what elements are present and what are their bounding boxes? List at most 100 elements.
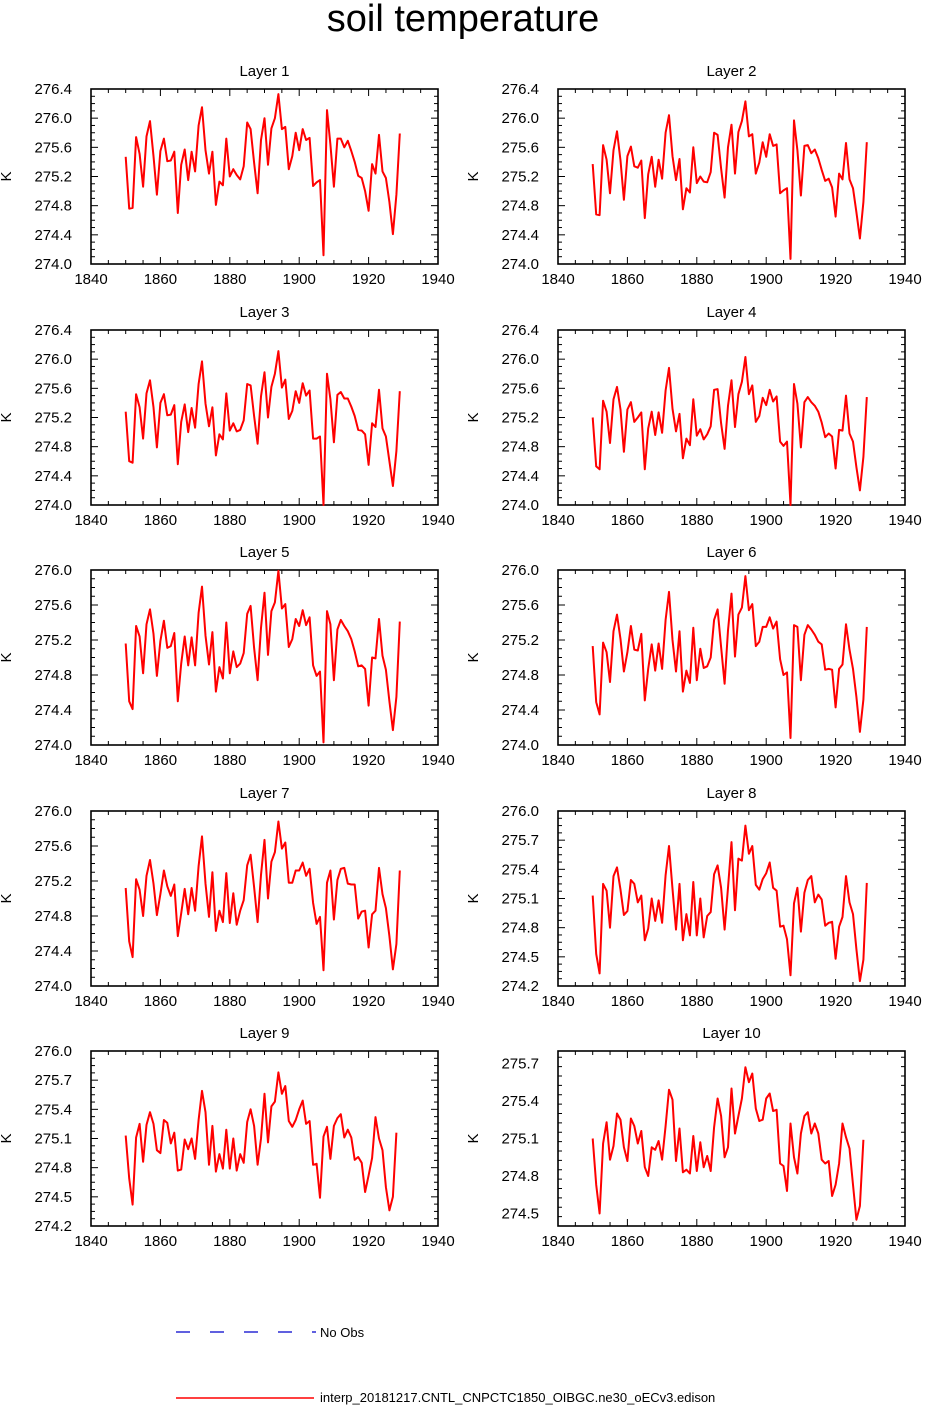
x-tick-label: 1880	[680, 271, 713, 288]
y-axis-label: K	[0, 893, 15, 903]
y-tick-label: 275.1	[34, 1131, 72, 1148]
plot-frame	[90, 329, 439, 506]
y-tick-label: 275.2	[34, 873, 72, 890]
x-tick-label: 1860	[611, 1233, 644, 1250]
series-line	[124, 350, 401, 506]
x-tick-label: 1900	[750, 271, 783, 288]
panel-title: Layer 10	[702, 1025, 760, 1042]
panel-layer-3: Layer 3 1840 1860 1880 1900 1920 1940 274.0 274.…	[0, 304, 455, 529]
x-tick-label: 1860	[611, 993, 644, 1010]
x-tick-label: 1920	[819, 1233, 852, 1250]
legend-obs-label: No Obs	[320, 1325, 365, 1340]
y-tick-label: 274.0	[501, 497, 539, 514]
x-tick-label: 1900	[283, 752, 316, 769]
panel-layer-8: Layer 8 1840 1860 1880 1900 1920 1940 274.2 274.…	[465, 785, 922, 1010]
panel-layer-2: Layer 2 1840 1860 1880 1900 1920 1940 274.0 274.…	[465, 63, 922, 288]
y-tick-label: 276.4	[501, 81, 539, 98]
y-tick-label: 274.8	[501, 920, 539, 937]
x-tick-label: 1940	[421, 271, 454, 288]
x-tick-label: 1900	[750, 993, 783, 1010]
y-tick-label: 276.0	[501, 803, 539, 820]
x-tick-label: 1840	[541, 1233, 574, 1250]
y-tick-label: 275.7	[34, 1072, 72, 1089]
plot-frame	[90, 1050, 439, 1227]
x-tick-label: 1860	[611, 752, 644, 769]
x-tick-label: 1880	[213, 271, 246, 288]
x-tick-label: 1880	[680, 993, 713, 1010]
panel-layer-10: Layer 10 1840 1860 1880 1900 1920 1940 274.5 274…	[465, 1025, 922, 1250]
x-tick-label: 1940	[421, 752, 454, 769]
y-tick-label: 274.4	[34, 943, 72, 960]
panel-title: Layer 2	[706, 63, 756, 80]
y-axis-label: K	[0, 652, 15, 662]
y-axis-label: K	[465, 652, 482, 662]
x-tick-label: 1920	[352, 752, 385, 769]
panel-layer-5: Layer 5 1840 1860 1880 1900 1920 1940 274.0 274.…	[0, 544, 455, 769]
panel-layer-7: Layer 7 1840 1860 1880 1900 1920 1940 274.0 274.…	[0, 785, 455, 1010]
x-tick-label: 1920	[819, 512, 852, 529]
y-axis-label: K	[465, 893, 482, 903]
y-tick-label: 275.6	[34, 838, 72, 855]
y-tick-label: 275.1	[501, 1131, 539, 1148]
x-tick-label: 1900	[283, 993, 316, 1010]
x-tick-label: 1900	[283, 512, 316, 529]
y-tick-label: 275.2	[501, 632, 539, 649]
y-tick-label: 274.8	[501, 1168, 539, 1185]
y-axis-label: K	[465, 1133, 482, 1143]
x-tick-label: 1900	[283, 1233, 316, 1250]
panel-layer-6: Layer 6 1840 1860 1880 1900 1920 1940 274.0 274.…	[465, 544, 922, 769]
x-tick-label: 1860	[144, 512, 177, 529]
series-line	[591, 1066, 865, 1221]
y-tick-label: 276.0	[34, 1043, 72, 1060]
x-tick-label: 1840	[541, 271, 574, 288]
y-tick-label: 275.4	[34, 1101, 72, 1118]
y-tick-label: 276.0	[501, 110, 539, 127]
x-tick-label: 1840	[74, 1233, 107, 1250]
y-axis-label: K	[0, 1133, 15, 1143]
series-line	[591, 356, 868, 506]
panel-title: Layer 3	[239, 304, 289, 321]
plot-frame	[557, 810, 906, 987]
x-tick-label: 1880	[213, 752, 246, 769]
y-tick-label: 275.4	[501, 1093, 539, 1110]
y-tick-label: 274.0	[501, 256, 539, 273]
x-tick-label: 1940	[421, 993, 454, 1010]
panel-title: Layer 8	[706, 785, 756, 802]
y-tick-label: 276.0	[34, 562, 72, 579]
y-tick-label: 275.1	[501, 891, 539, 908]
x-tick-label: 1880	[680, 1233, 713, 1250]
y-tick-label: 275.7	[501, 1056, 539, 1073]
chart-main-title: soil temperature	[326, 0, 600, 40]
y-tick-label: 274.5	[501, 1206, 539, 1223]
x-tick-label: 1880	[680, 752, 713, 769]
panel-layer-4: Layer 4 1840 1860 1880 1900 1920 1940 274.0 274.…	[465, 304, 922, 529]
x-tick-label: 1940	[888, 512, 921, 529]
y-tick-label: 274.2	[501, 978, 539, 995]
x-tick-label: 1860	[611, 271, 644, 288]
series-line	[591, 100, 868, 260]
y-tick-label: 274.0	[501, 737, 539, 754]
y-tick-label: 275.6	[34, 139, 72, 156]
y-tick-label: 275.6	[34, 597, 72, 614]
y-tick-label: 274.0	[34, 256, 72, 273]
plot-frame	[557, 329, 906, 506]
y-tick-label: 275.6	[34, 380, 72, 397]
panel-title: Layer 1	[239, 63, 289, 80]
y-tick-label: 274.4	[501, 227, 539, 244]
x-tick-label: 1940	[421, 1233, 454, 1250]
y-tick-label: 274.0	[34, 978, 72, 995]
y-tick-label: 275.2	[501, 410, 539, 427]
y-tick-label: 276.0	[34, 351, 72, 368]
x-tick-label: 1940	[888, 1233, 921, 1250]
x-tick-label: 1840	[541, 993, 574, 1010]
y-tick-label: 275.2	[501, 169, 539, 186]
panel-title: Layer 5	[239, 544, 289, 561]
x-tick-label: 1920	[352, 271, 385, 288]
y-tick-label: 276.4	[501, 322, 539, 339]
x-tick-label: 1920	[819, 993, 852, 1010]
x-tick-label: 1840	[541, 512, 574, 529]
y-tick-label: 275.6	[501, 139, 539, 156]
x-tick-label: 1880	[213, 1233, 246, 1250]
y-tick-label: 276.0	[34, 803, 72, 820]
